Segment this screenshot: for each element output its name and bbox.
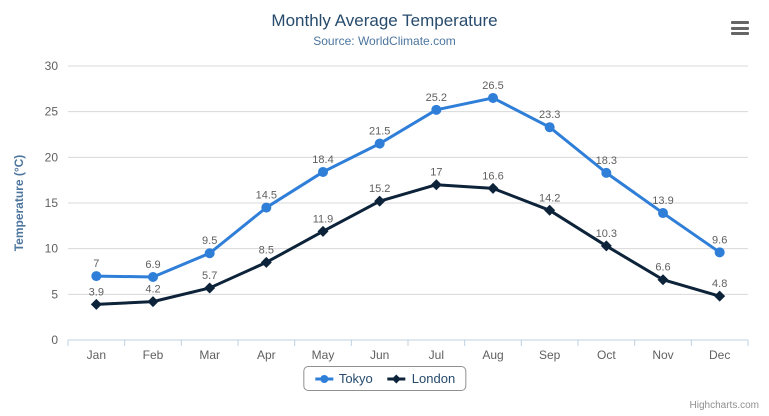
data-label: 14.2 [539,192,560,204]
x-axis-label: Oct [597,348,616,362]
data-label: 4.8 [712,278,727,290]
legend: Tokyo London [302,366,467,391]
data-label: 6.9 [145,259,160,271]
data-point-london[interactable] [374,195,386,207]
legend-item-london[interactable]: London [387,371,455,386]
data-label: 26.5 [482,80,503,92]
hamburger-bar [731,21,749,24]
data-point-london[interactable] [147,296,159,308]
x-axis-label: Jan [87,348,106,362]
data-label-layer: 7 6.9 9.5 14.5 18.4 21.5 25.2 26.5 23.3 18.3 13.9 9… [89,80,728,298]
axis-layer: 0 5 10 15 20 25 30 Jan Feb Mar Apr May Jun Jul Aug Sep O… [45,59,749,362]
data-label: 16.6 [482,170,503,182]
x-axis-label: Dec [709,348,730,362]
data-point-tokyo[interactable] [318,166,328,177]
data-label: 14.5 [256,190,277,202]
data-point-tokyo[interactable] [601,167,612,178]
data-label: 17 [430,167,442,179]
y-axis-label: 20 [45,150,59,164]
data-point-london[interactable] [600,240,612,252]
data-point-tokyo[interactable] [204,248,215,259]
data-point-london[interactable] [204,282,216,294]
chart-subtitle: Source: WorldClimate.com [313,34,456,48]
y-axis-title: Temperature (°C) [12,155,26,252]
legend-label-tokyo: Tokyo [338,371,373,386]
series-line-london[interactable] [94,183,722,306]
data-point-london[interactable] [260,256,272,268]
y-axis-label: 5 [51,287,58,301]
data-label: 23.3 [539,109,560,121]
x-axis-label: Nov [652,348,673,362]
data-point-london[interactable] [317,225,329,237]
data-label: 4.2 [145,284,160,296]
data-point-london[interactable] [430,179,442,191]
london-line-diamond-icon [387,374,406,383]
series-layer [90,92,726,310]
data-point-tokyo[interactable] [374,138,385,149]
data-label: 13.9 [652,195,673,207]
data-point-tokyo[interactable] [658,208,668,219]
y-axis-label: 0 [51,333,58,347]
y-axis-label: 15 [45,196,59,210]
data-label: 18.4 [312,154,333,166]
data-label: 11.9 [313,213,334,225]
data-point-london[interactable] [544,204,556,216]
hamburger-bar [731,26,749,30]
tokyo-line-circle-icon [314,374,333,383]
data-point-tokyo[interactable] [91,271,102,282]
data-label: 15.2 [369,183,390,195]
x-axis-label: Feb [143,348,164,362]
x-axis-label: Mar [199,348,220,362]
data-label: 9.5 [202,235,217,247]
data-label: 3.9 [89,286,104,298]
x-axis-label: Jul [429,348,444,362]
x-axis-label: Apr [257,348,276,362]
y-axis-label: 10 [45,242,59,256]
x-axis-label: Jun [370,348,389,362]
data-label: 18.3 [596,155,617,167]
legend-label-london: London [411,371,456,386]
data-point-tokyo[interactable] [261,202,272,213]
data-point-tokyo[interactable] [148,271,158,282]
data-label: 9.6 [712,234,727,246]
data-point-london[interactable] [714,290,726,302]
hamburger-menu-icon[interactable] [731,21,749,35]
hamburger-bar [731,32,749,35]
data-point-london[interactable] [90,298,102,310]
series-line-tokyo[interactable] [94,96,722,279]
credits-link[interactable]: Highcharts.com [689,400,759,411]
data-label: 5.7 [202,270,217,282]
data-point-tokyo[interactable] [431,104,442,115]
data-label: 21.5 [369,126,390,138]
data-point-london[interactable] [487,182,499,194]
y-axis-label: 30 [45,59,59,73]
legend-item-tokyo[interactable]: Tokyo [314,371,373,386]
x-axis-label: May [312,348,335,362]
data-label: 25.2 [426,92,447,104]
y-axis-label: 25 [45,105,59,119]
data-label: 10.3 [596,228,617,240]
data-point-tokyo[interactable] [488,92,498,103]
data-point-london[interactable] [657,274,669,286]
x-axis-label: Aug [482,348,503,362]
data-label: 7 [93,258,99,270]
data-point-tokyo[interactable] [544,122,555,133]
data-point-tokyo[interactable] [714,247,725,258]
chart-title: Monthly Average Temperature [271,11,498,30]
data-label: 8.5 [259,244,274,256]
data-label: 6.6 [655,262,670,274]
x-axis-label: Sep [539,348,561,362]
